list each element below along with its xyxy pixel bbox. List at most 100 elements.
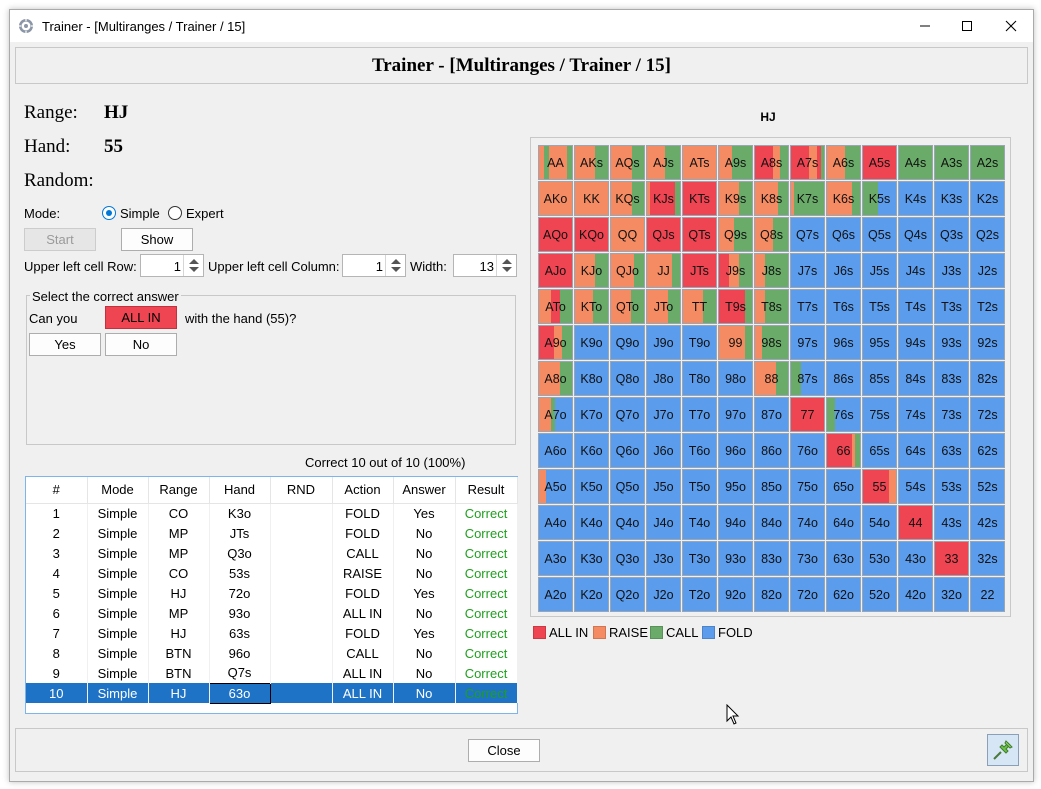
- range-cell[interactable]: 83s: [934, 361, 969, 396]
- range-cell[interactable]: 76o: [790, 433, 825, 468]
- range-cell[interactable]: 85s: [862, 361, 897, 396]
- table-cell[interactable]: BTN: [148, 643, 210, 663]
- range-cell[interactable]: Q3s: [934, 217, 969, 252]
- range-cell[interactable]: K3s: [934, 181, 969, 216]
- range-cell[interactable]: J9o: [646, 325, 681, 360]
- table-cell[interactable]: K3o: [209, 503, 271, 523]
- column-header[interactable]: Range: [148, 477, 210, 504]
- range-cell[interactable]: 73o: [790, 541, 825, 576]
- range-cell[interactable]: A5s: [862, 145, 897, 180]
- range-cell[interactable]: 63o: [826, 541, 861, 576]
- range-cell[interactable]: 93o: [718, 541, 753, 576]
- range-cell[interactable]: J4o: [646, 505, 681, 540]
- width-spinner[interactable]: 13: [453, 254, 517, 277]
- range-cell[interactable]: 64o: [826, 505, 861, 540]
- range-cell[interactable]: A2o: [538, 577, 573, 612]
- range-cell[interactable]: 87s: [790, 361, 825, 396]
- table-cell[interactable]: Correct: [455, 583, 518, 603]
- column-header[interactable]: Answer: [393, 477, 456, 504]
- range-cell[interactable]: 53o: [862, 541, 897, 576]
- table-cell[interactable]: Correct: [455, 523, 518, 543]
- table-row[interactable]: 10 Simple HJ 63o ALL IN No Correct: [26, 682, 518, 704]
- range-cell[interactable]: K8s: [754, 181, 789, 216]
- range-cell[interactable]: QJo: [610, 253, 645, 288]
- range-cell[interactable]: 43o: [898, 541, 933, 576]
- range-cell[interactable]: T3s: [934, 289, 969, 324]
- range-cell[interactable]: JTo: [646, 289, 681, 324]
- range-cell[interactable]: K7o: [574, 397, 609, 432]
- range-cell[interactable]: 99: [718, 325, 753, 360]
- table-cell[interactable]: 1: [26, 503, 88, 523]
- range-cell[interactable]: Q9s: [718, 217, 753, 252]
- range-cell[interactable]: K8o: [574, 361, 609, 396]
- range-cell[interactable]: 85o: [754, 469, 789, 504]
- table-cell[interactable]: 4: [26, 563, 88, 583]
- table-row[interactable]: 2 Simple MP JTs FOLD No Correct: [26, 523, 518, 543]
- range-cell[interactable]: 55: [862, 469, 897, 504]
- range-cell[interactable]: 98o: [718, 361, 753, 396]
- range-cell[interactable]: 95o: [718, 469, 753, 504]
- range-cell[interactable]: 86o: [754, 433, 789, 468]
- table-row[interactable]: 6 Simple MP 93o ALL IN No Correct: [26, 603, 518, 623]
- range-cell[interactable]: 54o: [862, 505, 897, 540]
- minimize-button[interactable]: [903, 10, 947, 42]
- range-cell[interactable]: JTs: [682, 253, 717, 288]
- close-button[interactable]: Close: [468, 739, 540, 762]
- range-cell[interactable]: T2o: [682, 577, 717, 612]
- range-cell[interactable]: AQs: [610, 145, 645, 180]
- range-cell[interactable]: 92s: [970, 325, 1005, 360]
- range-cell[interactable]: AKs: [574, 145, 609, 180]
- range-cell[interactable]: AJs: [646, 145, 681, 180]
- table-cell[interactable]: RAISE: [332, 563, 394, 583]
- column-header[interactable]: Mode: [87, 477, 149, 504]
- table-cell[interactable]: 96o: [209, 643, 271, 663]
- range-cell[interactable]: A3s: [934, 145, 969, 180]
- range-cell[interactable]: J4s: [898, 253, 933, 288]
- table-cell[interactable]: FOLD: [332, 623, 394, 643]
- range-cell[interactable]: KQo: [574, 217, 609, 252]
- range-cell[interactable]: K3o: [574, 541, 609, 576]
- width-spinner-arrows[interactable]: [496, 255, 516, 276]
- table-cell[interactable]: HJ: [148, 683, 210, 703]
- table-cell[interactable]: [270, 663, 333, 683]
- range-cell[interactable]: Q7o: [610, 397, 645, 432]
- range-cell[interactable]: A6s: [826, 145, 861, 180]
- range-cell[interactable]: 95s: [862, 325, 897, 360]
- table-row[interactable]: 3 Simple MP Q3o CALL No Correct: [26, 543, 518, 563]
- table-cell[interactable]: Correct: [455, 643, 518, 663]
- range-cell[interactable]: Q3o: [610, 541, 645, 576]
- table-cell[interactable]: CO: [148, 503, 210, 523]
- range-cell[interactable]: K6s: [826, 181, 861, 216]
- range-cell[interactable]: KTs: [682, 181, 717, 216]
- table-cell[interactable]: [270, 583, 333, 603]
- close-window-button[interactable]: [989, 10, 1033, 42]
- range-cell[interactable]: K4s: [898, 181, 933, 216]
- range-cell[interactable]: KK: [574, 181, 609, 216]
- range-cell[interactable]: T4s: [898, 289, 933, 324]
- range-cell[interactable]: A3o: [538, 541, 573, 576]
- range-cell[interactable]: Q8s: [754, 217, 789, 252]
- range-cell[interactable]: 98s: [754, 325, 789, 360]
- table-cell[interactable]: 2: [26, 523, 88, 543]
- range-cell[interactable]: J8o: [646, 361, 681, 396]
- table-cell[interactable]: 8: [26, 643, 88, 663]
- range-cell[interactable]: 82s: [970, 361, 1005, 396]
- table-cell[interactable]: Correct: [455, 603, 518, 623]
- range-cell[interactable]: A6o: [538, 433, 573, 468]
- range-cell[interactable]: 54s: [898, 469, 933, 504]
- table-cell[interactable]: Simple: [87, 563, 149, 583]
- range-cell[interactable]: T7s: [790, 289, 825, 324]
- table-cell[interactable]: CALL: [332, 643, 394, 663]
- table-row[interactable]: 1 Simple CO K3o FOLD Yes Correct: [26, 503, 518, 523]
- range-cell[interactable]: J3o: [646, 541, 681, 576]
- table-cell[interactable]: MP: [148, 603, 210, 623]
- range-cell[interactable]: J5s: [862, 253, 897, 288]
- range-cell[interactable]: J9s: [718, 253, 753, 288]
- range-cell[interactable]: 84s: [898, 361, 933, 396]
- table-cell[interactable]: No: [393, 663, 456, 683]
- show-button[interactable]: Show: [121, 228, 193, 251]
- column-header[interactable]: #: [26, 477, 88, 504]
- range-cell[interactable]: 94o: [718, 505, 753, 540]
- table-cell[interactable]: ALL IN: [332, 603, 394, 623]
- table-cell[interactable]: Yes: [393, 503, 456, 523]
